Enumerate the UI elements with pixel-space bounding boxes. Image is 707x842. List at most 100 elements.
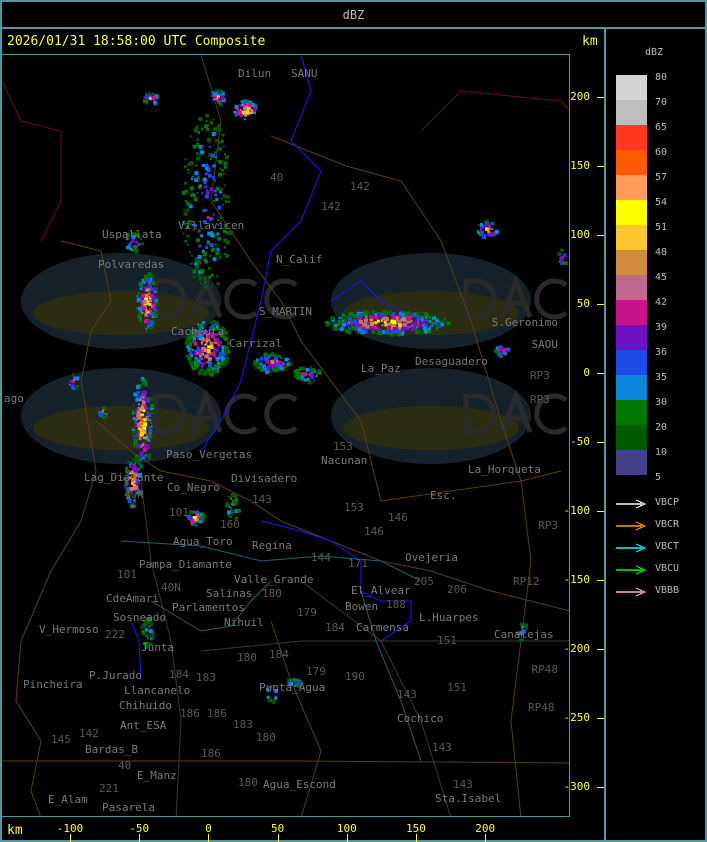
radar-echo-pixel [230, 493, 234, 497]
radar-echo-pixel [204, 288, 207, 291]
map-label: Pampa_Diamante [139, 558, 232, 571]
boundary-line [140, 480, 182, 816]
radar-echo-pixel [498, 352, 503, 357]
map-label: 180 [262, 587, 282, 600]
radar-echo-pixel [145, 309, 149, 313]
radar-echo-pixel [187, 356, 192, 361]
radar-echo-pixel [189, 262, 192, 265]
radar-echo-pixel [193, 334, 196, 337]
radar-echo-pixel [149, 419, 152, 422]
map-label: 143 [252, 493, 272, 506]
map-label: 40 [270, 171, 283, 184]
radar-echo-pixel [131, 479, 134, 482]
radar-echo-pixel [230, 509, 233, 512]
boundary-line [270, 620, 322, 816]
radar-echo-pixel [196, 144, 200, 148]
radar-echo-pixel [126, 495, 129, 498]
y-tick-label: -50 [570, 435, 590, 448]
radar-echo-pixel [127, 460, 131, 464]
radar-echo-pixel [299, 375, 304, 380]
radar-echo-pixel [341, 323, 346, 328]
radar-echo-pixel [353, 327, 357, 331]
radar-echo-pixel [138, 472, 143, 477]
radar-echo-pixel [225, 347, 229, 351]
radar-echo-pixel [381, 324, 384, 327]
radar-echo-pixel [231, 499, 235, 503]
radar-echo-pixel [265, 355, 268, 358]
radar-echo-pixel [410, 327, 415, 332]
map-label: 40N [161, 581, 181, 594]
radar-echo-pixel [189, 135, 192, 138]
radar-echo-pixel [347, 321, 351, 325]
radar-echo-pixel [228, 505, 231, 508]
legend-swatch-57 [616, 175, 647, 200]
radar-echo-pixel [143, 431, 147, 435]
map-label: Nacunan [321, 454, 367, 467]
radar-echo-pixel [219, 333, 224, 338]
radar-echo-pixel [215, 197, 219, 201]
radar-echo-pixel [201, 333, 205, 337]
radar-echo-pixel [131, 248, 135, 252]
radar-echo-pixel [221, 203, 224, 206]
boundary-line [15, 240, 112, 816]
radar-echo-pixel [439, 321, 442, 324]
radar-echo-pixel [265, 369, 270, 374]
radar-echo-pixel [560, 260, 564, 264]
legend-swatch-80 [616, 75, 647, 100]
legend-swatch-70 [616, 100, 647, 125]
radar-echo-pixel [401, 327, 406, 332]
map-label: 146 [364, 525, 384, 538]
radar-echo-pixel [491, 222, 494, 225]
dacc-logo-lettering [463, 274, 568, 320]
radar-echo-pixel [204, 281, 207, 284]
radar-legend-label: VBBB [655, 585, 680, 596]
radar-echo-pixel [372, 310, 377, 315]
radar-echo-pixel [148, 303, 152, 307]
radar-echo-pixel [221, 345, 226, 350]
radar-echo-pixel [139, 309, 143, 313]
radar-echo-pixel [129, 247, 133, 251]
radar-echo-pixel [211, 367, 215, 371]
radar-echo-pixel [376, 328, 381, 333]
x-tick-label: -50 [129, 822, 150, 835]
radar-echo-pixel [293, 369, 298, 374]
radar-echo-pixel [196, 177, 199, 180]
radar-echo-pixel [400, 313, 405, 318]
radar-echo-pixel [338, 316, 341, 319]
radar-echo-pixel [413, 325, 416, 328]
radar-echo-pixel [71, 380, 75, 384]
radar-echo-pixel [143, 289, 146, 292]
radar-echo-pixel [97, 410, 102, 415]
radar-echo-pixel [358, 323, 361, 326]
radar-echo-pixel [297, 683, 302, 688]
radar-map[interactable]: Dilun SANU Villavicen Uspallata Polvaredas N_… [1, 54, 570, 817]
radar-echo-pixel [144, 318, 149, 323]
radar-echo-pixel [146, 311, 150, 315]
legend-swatch-54 [616, 200, 647, 225]
radar-echo-pixel [523, 623, 528, 628]
radar-echo-pixel [275, 363, 280, 368]
radar-echo-pixel [372, 328, 375, 331]
radar-echo-pixel [210, 332, 214, 336]
radar-echo-pixel [221, 134, 224, 137]
radar-echo-pixel [139, 378, 143, 382]
radar-echo-pixel [219, 92, 223, 96]
radar-echo-pixel [216, 327, 220, 331]
radar-echo-pixel [194, 256, 199, 261]
legend-panel [604, 27, 707, 842]
map-label: 143 [397, 688, 417, 701]
radar-echo-pixel [204, 259, 209, 264]
radar-echo-pixel [344, 318, 348, 322]
radar-echo-pixel [195, 510, 199, 514]
radar-echo-pixel [213, 338, 217, 342]
radar-echo-pixel [139, 450, 144, 455]
map-label: Llancanelo [124, 684, 190, 697]
radar-echo-pixel [136, 306, 139, 309]
radar-echo-pixel [195, 329, 198, 332]
radar-echo-pixel [227, 514, 230, 517]
radar-echo-pixel [260, 361, 263, 364]
radar-echo-pixel [558, 260, 562, 264]
radar-echo-pixel [402, 322, 407, 327]
radar-echo-pixel [135, 384, 140, 389]
x-tick-mark [139, 834, 141, 842]
